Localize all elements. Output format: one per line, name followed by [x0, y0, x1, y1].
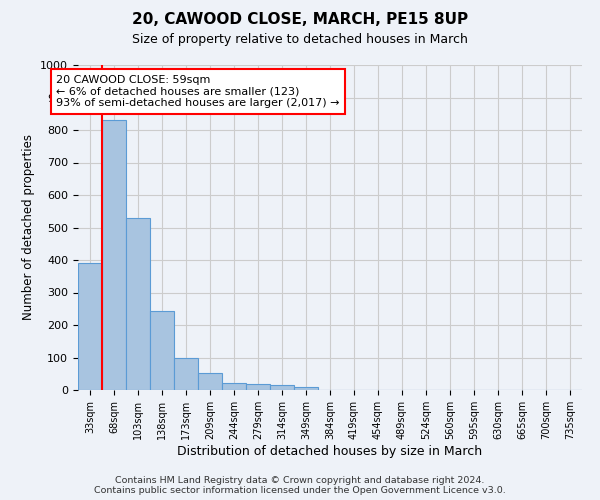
Bar [78, 263, 102, 390]
X-axis label: Distribution of detached houses by size in March: Distribution of detached houses by size … [178, 444, 482, 458]
Text: Size of property relative to detached houses in March: Size of property relative to detached ho… [132, 32, 468, 46]
Text: 20 CAWOOD CLOSE: 59sqm
← 6% of detached houses are smaller (123)
93% of semi-det: 20 CAWOOD CLOSE: 59sqm ← 6% of detached … [56, 74, 340, 108]
Bar [246, 384, 270, 390]
Bar [150, 312, 174, 390]
Bar [198, 373, 222, 390]
Bar [126, 218, 150, 390]
Y-axis label: Number of detached properties: Number of detached properties [22, 134, 35, 320]
Text: 20, CAWOOD CLOSE, MARCH, PE15 8UP: 20, CAWOOD CLOSE, MARCH, PE15 8UP [132, 12, 468, 28]
Text: Contains HM Land Registry data © Crown copyright and database right 2024.
Contai: Contains HM Land Registry data © Crown c… [94, 476, 506, 495]
Bar [294, 387, 318, 390]
Bar [174, 358, 198, 390]
Bar [222, 383, 246, 390]
Bar [270, 385, 294, 390]
Bar [102, 120, 126, 390]
